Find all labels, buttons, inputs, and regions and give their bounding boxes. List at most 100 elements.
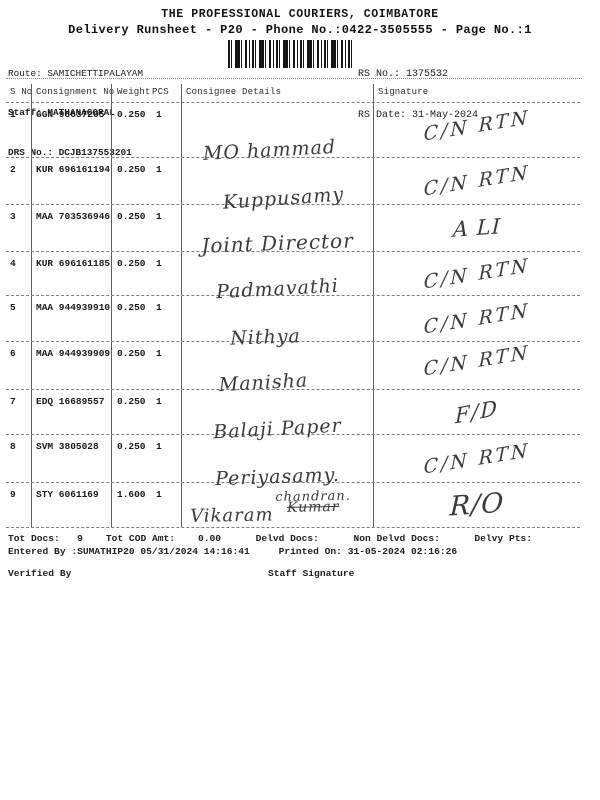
drs-value: DCJB137553201 (58, 147, 132, 158)
row-signature-cell: C/N RTN (373, 158, 580, 204)
table-row: 9 STY 6061169 1.600 1 Vikaram chandran. Ku… (6, 483, 580, 528)
page-title: THE PROFESSIONAL COURIERS, COIMBATORE (161, 8, 439, 21)
tot-docs-value: 9 (77, 533, 83, 544)
table-header-row: S No Consignment No Weight PCS Consignee… (6, 84, 580, 127)
route-staff-block: Route: SAMICHETTIPALAYAM Staff: MATHANAG… (8, 41, 143, 185)
row-sno: 8 (10, 441, 16, 452)
staff-label: Staff: (8, 107, 42, 118)
printed-on-value: 31-05-2024 02:16:26 (347, 546, 458, 557)
handwritten-signature: C/N RTN (423, 106, 531, 146)
route-value: SAMICHETTIPALAYAM (47, 68, 144, 79)
row-sno: 4 (10, 258, 16, 269)
row-pcs: 1 (156, 396, 162, 407)
table-row: 2 KUR 696161194 0.250 1 Kuppusamy C/N RT… (6, 158, 580, 214)
rs-no-label: RS No.: (358, 69, 401, 80)
table-row: 7 EDQ 16689557 0.250 1 Balaji Paper F/D (6, 390, 580, 443)
row-weight: 0.250 (117, 211, 146, 222)
handwritten-signature: A LI (452, 214, 502, 242)
row-weight-pcs: 0.250 1 (111, 252, 181, 295)
row-weight-pcs: 0.250 1 (111, 296, 181, 341)
row-weight-pcs: 1.600 1 (111, 483, 181, 527)
printed-on-label: Printed On: (278, 546, 342, 557)
entered-printed-line: Entered By :SUMATHIP20 05/31/2024 14:16:… (8, 546, 457, 557)
table-row: 3 MAA 703536946 0.250 1 Joint Director A… (6, 205, 580, 258)
rs-no-line: RS No.: 1375532 (358, 68, 478, 82)
entered-by-value: SUMATHIP20 05/31/2024 14:16:41 (77, 546, 250, 557)
row-signature-cell: A LI (373, 205, 580, 251)
row-signature-cell: C/N RTN (373, 252, 580, 295)
runsheet-table: S No Consignment No Weight PCS Consignee… (6, 84, 580, 528)
handwritten-signature: C/N RTN (423, 438, 531, 479)
route-line: Route: SAMICHETTIPALAYAM (8, 67, 143, 80)
row-consignment-no: KUR 696161194 (31, 158, 111, 204)
row-sno: 1 (10, 109, 16, 120)
row-weight: 0.250 (117, 348, 146, 359)
row-weight: 0.250 (117, 258, 146, 269)
col-pcs: PCS (152, 87, 169, 97)
row-consignee-cell: Padmavathi (181, 252, 373, 303)
staff-value: MATHANAGOPAL (47, 107, 115, 118)
row-sno: 3 (10, 211, 16, 222)
handwritten-signature: C/N RTN (423, 298, 531, 339)
row-consignee-cell: Periyasamy. (181, 435, 373, 490)
verified-by-label: Verified By (8, 568, 72, 579)
row-consignee-cell: Manisha (181, 342, 373, 396)
row-weight: 0.250 (117, 109, 146, 120)
row-pcs: 1 (156, 258, 162, 269)
table-row: 4 KUR 696161185 0.250 1 Padmavathi C/N R… (6, 252, 580, 303)
row-sno: 2 (10, 164, 16, 175)
row-weight: 1.600 (117, 489, 146, 500)
col-weight: Weight (117, 87, 151, 97)
row-signature-cell: F/D (373, 390, 580, 434)
row-consignment-no: SVM 3805028 (31, 435, 111, 482)
row-consignment-no: MAA 944939910 (31, 296, 111, 341)
row-weight: 0.250 (117, 302, 146, 313)
handwritten-consignee-name: Vikaram chandran. Kumar (189, 488, 351, 527)
table-row: 1 GGN 98637205 0.250 1 MO hammad C/N RTN (6, 103, 580, 165)
row-pcs: 1 (156, 109, 162, 120)
tot-docs-label: Tot Docs: (8, 533, 60, 544)
staff-line: Staff: MATHANAGOPAL (8, 106, 143, 119)
totals-line: Tot Docs: 9 Tot COD Amt: 0.00 Delvd Docs… (8, 533, 532, 544)
row-weight: 0.250 (117, 164, 146, 175)
drs-label: DRS No.: (8, 147, 54, 158)
handwritten-signature: R/O (449, 487, 505, 523)
barcode-icon (228, 40, 352, 68)
header-separator (6, 78, 582, 79)
row-weight-pcs: 0.250 1 (111, 158, 181, 204)
rs-no-value: 1375532 (406, 69, 449, 80)
rs-date-value: 31-May-2024 (412, 109, 479, 121)
row-weight-pcs: 0.250 1 (111, 103, 181, 157)
row-consignee-cell: Balaji Paper (181, 390, 373, 443)
table-row: 6 MAA 944939909 0.250 1 Manisha C/N RTN (6, 341, 580, 396)
tot-cod-label: Tot COD Amt: (105, 533, 175, 544)
row-weight: 0.250 (117, 396, 146, 407)
row-weight: 0.250 (117, 441, 146, 452)
staff-signature-label: Staff Signature (268, 568, 355, 579)
row-consignment-no: EDQ 16689557 (31, 390, 111, 434)
rs-block: RS No.: 1375532 RS Date: 31-May-2024 (358, 41, 478, 149)
non-delvd-docs-label: Non Delvd Docs: (353, 533, 440, 544)
page-subtitle: Delivery Runsheet - P20 - Phone No.:0422… (68, 23, 532, 37)
row-consignment-no: MAA 703536946 (31, 205, 111, 251)
row-sno: 5 (10, 302, 16, 313)
row-signature-cell: C/N RTN (373, 296, 580, 341)
handwritten-consignee-stacked: chandran. Kumar (275, 488, 351, 516)
row-sno: 9 (10, 489, 16, 500)
rs-date-label: RS Date: (358, 109, 407, 121)
row-weight-pcs: 0.250 1 (111, 435, 181, 482)
row-signature-cell: C/N RTN (373, 103, 580, 157)
row-pcs: 1 (156, 302, 162, 313)
col-sno: S No (10, 87, 33, 97)
row-consignee-cell: Vikaram chandran. Kumar (181, 483, 373, 527)
row-consignment-no: KUR 696161185 (31, 252, 111, 295)
row-pcs: 1 (156, 211, 162, 222)
handwritten-signature: C/N RTN (423, 253, 531, 294)
row-pcs: 1 (156, 348, 162, 359)
handwritten-signature: C/N RTN (423, 161, 531, 201)
row-pcs: 1 (156, 489, 162, 500)
row-consignee-cell: MO hammad (181, 103, 373, 165)
handwritten-consignee-stack-line: Kumar (286, 498, 340, 516)
row-weight-pcs: 0.250 1 (111, 390, 181, 434)
